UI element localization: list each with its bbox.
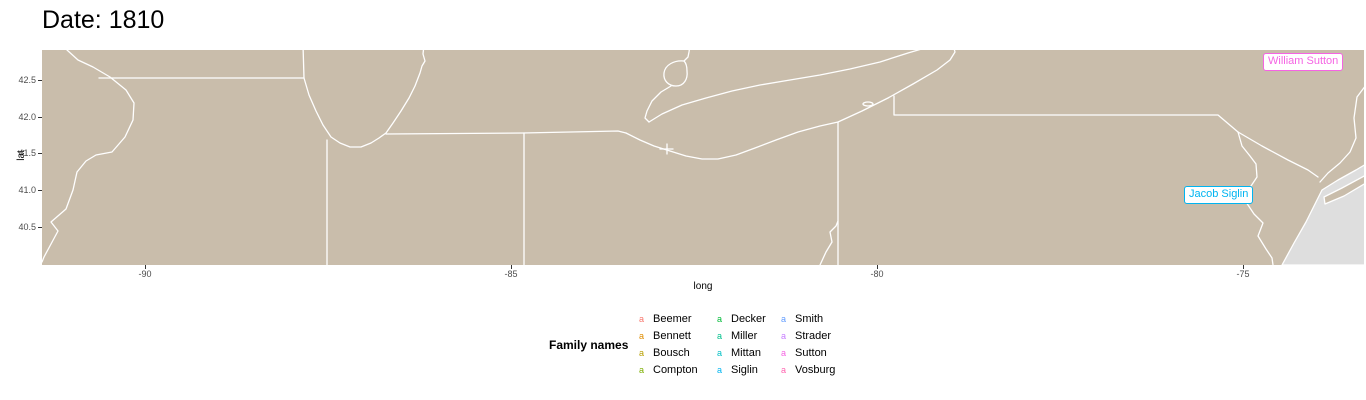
legend-label: Bennett (653, 329, 691, 342)
y-tick-label: 40.5 (18, 222, 36, 232)
legend-entry-compton: a Compton (639, 362, 698, 379)
y-tick-mark (38, 117, 42, 118)
lake-st-clair (663, 60, 688, 87)
long-island (1323, 175, 1364, 205)
legend-label: Beemer (653, 312, 692, 325)
legend-label: Vosburg (795, 364, 836, 377)
st-clair-river (683, 50, 690, 62)
legend-key-icon: a (717, 313, 723, 324)
map-land-background (42, 50, 1364, 265)
legend-column: a Decker a Miller a Mittan a Siglin (717, 310, 766, 379)
legend-entry-bousch: a Bousch (639, 344, 698, 361)
legend-entry-bennett: a Bennett (639, 327, 698, 344)
legend-entry-sutton: a Sutton (781, 344, 835, 361)
legend-entry-beemer: a Beemer (639, 310, 698, 327)
y-tick-label: 41.0 (18, 185, 36, 195)
legend-title: Family names (549, 337, 629, 352)
legend-entry-siglin: a Siglin (717, 362, 766, 379)
x-tick-label: -85 (504, 269, 518, 279)
legend-key-icon: a (781, 347, 787, 358)
sandusky-islands (659, 143, 674, 155)
legend-column: a Smith a Strader a Sutton a Vosburg (781, 310, 835, 379)
detroit-river (644, 85, 672, 123)
x-tick-mark (511, 265, 512, 269)
legend-label: Miller (731, 329, 758, 342)
legend-entry-strader: a Strader (781, 327, 835, 344)
mississippi-river (42, 50, 135, 263)
legend-entry-vosburg: a Vosburg (781, 362, 835, 379)
x-tick-label: -80 (870, 269, 884, 279)
legend-label: Siglin (731, 364, 758, 377)
legend-label: Compton (653, 364, 698, 377)
ohio-river (819, 220, 839, 265)
page-title: Date: 1810 (42, 6, 165, 34)
x-tick-mark (145, 265, 146, 269)
legend-key-icon: a (781, 365, 787, 376)
legend-column: a Beemer a Bennett a Bousch a Compton (639, 310, 698, 379)
map-panel (42, 50, 1364, 265)
newyork-newjersey-border (1237, 131, 1319, 178)
y-tick-label: 41.5 (18, 148, 36, 158)
legend-entry-mittan: a Mittan (717, 344, 766, 361)
legend-label: Bousch (653, 346, 690, 359)
pennsylvania-newyork-border (893, 95, 1239, 133)
legend-key-icon: a (639, 330, 645, 341)
x-axis-title: long (693, 281, 713, 292)
legend-key-icon: a (717, 330, 723, 341)
y-tick-label: 42.0 (18, 112, 36, 122)
legend-label: Decker (731, 312, 766, 325)
legend-key-icon: a (639, 313, 645, 324)
y-tick-mark (38, 153, 42, 154)
lake-michigan-shoreline (302, 50, 426, 148)
hudson-river (1319, 86, 1364, 183)
legend-key-icon: a (781, 330, 787, 341)
map-label-william-sutton: William Sutton (1263, 53, 1344, 71)
legend-label: Sutton (795, 346, 827, 359)
x-tick-mark (1243, 265, 1244, 269)
legend-label: Mittan (731, 346, 761, 359)
y-tick-mark (38, 80, 42, 81)
y-tick-label: 42.5 (18, 75, 36, 85)
y-axis-title: lat (15, 150, 27, 161)
legend-key-icon: a (639, 347, 645, 358)
legend-key-icon: a (717, 347, 723, 358)
legend-entry-miller: a Miller (717, 327, 766, 344)
x-tick-label: -90 (138, 269, 152, 279)
legend-key-icon: a (717, 365, 723, 376)
y-tick-mark (38, 190, 42, 191)
legend-label: Smith (795, 312, 824, 325)
lake-erie-north-shore (648, 50, 921, 123)
y-tick-mark (38, 227, 42, 228)
legend-key-icon: a (781, 313, 787, 324)
x-tick-mark (877, 265, 878, 269)
lake-erie-south-shore (625, 50, 956, 160)
legend-entry-decker: a Decker (717, 310, 766, 327)
legend-entry-smith: a Smith (781, 310, 835, 327)
legend-key-icon: a (639, 365, 645, 376)
x-tick-label: -75 (1236, 269, 1250, 279)
long-point-island (862, 101, 874, 107)
legend-label: Strader (795, 329, 832, 342)
indiana-north-border (385, 130, 627, 135)
map-label-jacob-siglin: Jacob Siglin (1184, 186, 1254, 204)
